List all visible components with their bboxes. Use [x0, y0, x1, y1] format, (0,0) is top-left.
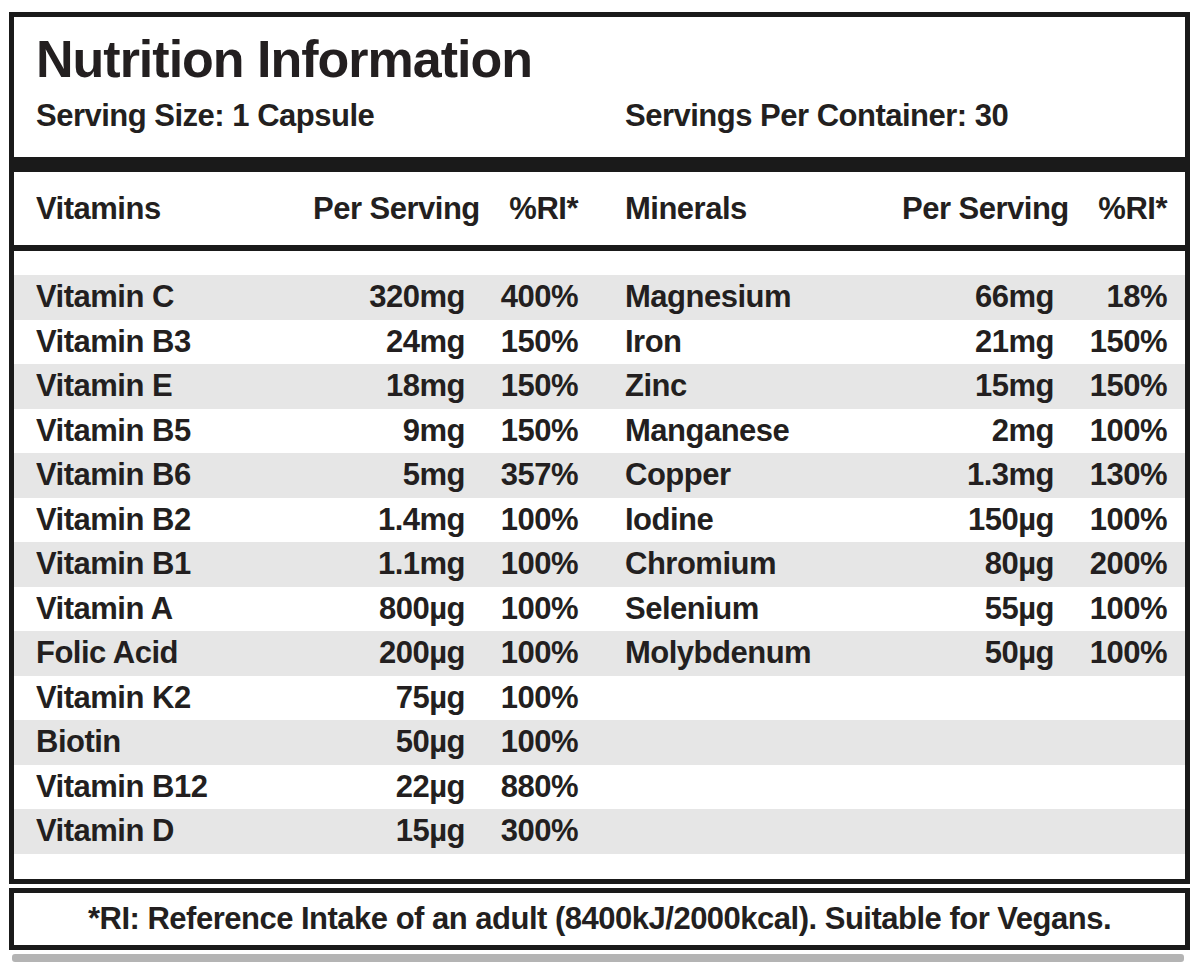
vitamin-name-cell: Biotin	[36, 724, 313, 760]
footnote-text: *RI: Reference Intake of an adult (8400k…	[88, 901, 1111, 937]
vitamin-ri-cell: 880%	[465, 769, 578, 805]
mineral-ri-cell: 18%	[1054, 279, 1167, 315]
vitamin-name-cell: Vitamin B2	[36, 502, 313, 538]
minerals-ri-header: %RI*	[1054, 191, 1167, 227]
vitamin-amount-cell: 320mg	[313, 279, 465, 315]
thin-divider-rule	[14, 245, 1185, 251]
table-row: Vitamin E 18mg 150% Zinc 15mg 150%	[14, 364, 1185, 409]
mineral-ri-cell: 100%	[1054, 413, 1167, 449]
minerals-per-serving-header: Per Serving	[902, 191, 1054, 227]
nutrition-label-panel: Nutrition Information Serving Size: 1 Ca…	[9, 12, 1190, 884]
vitamin-name-cell: Vitamin D	[36, 813, 313, 849]
mineral-amount-cell: 80µg	[902, 546, 1054, 582]
mineral-amount-cell: 1.3mg	[902, 457, 1054, 493]
table-row: Vitamin A 800µg 100% Selenium 55µg 100%	[14, 587, 1185, 632]
vitamin-name-cell: Vitamin K2	[36, 680, 313, 716]
mineral-amount-cell: 2mg	[902, 413, 1054, 449]
vitamin-name-cell: Vitamin B5	[36, 413, 313, 449]
mineral-name-cell: Iron	[625, 324, 902, 360]
vitamin-amount-cell: 18mg	[313, 368, 465, 404]
vitamin-amount-cell: 1.1mg	[313, 546, 465, 582]
vitamins-per-serving-header: Per Serving	[313, 191, 465, 227]
footnote-panel: *RI: Reference Intake of an adult (8400k…	[9, 888, 1190, 950]
vitamin-ri-cell: 100%	[465, 635, 578, 671]
vitamin-amount-cell: 75µg	[313, 680, 465, 716]
mineral-name-cell: Iodine	[625, 502, 902, 538]
table-row: Vitamin B12 22µg 880%	[14, 765, 1185, 810]
mineral-name-cell: Copper	[625, 457, 902, 493]
vitamin-name-cell: Vitamin B3	[36, 324, 313, 360]
vitamin-amount-cell: 800µg	[313, 591, 465, 627]
vitamin-ri-cell: 400%	[465, 279, 578, 315]
mineral-amount-cell: 66mg	[902, 279, 1054, 315]
vitamin-ri-cell: 150%	[465, 368, 578, 404]
vitamin-name-cell: Vitamin C	[36, 279, 313, 315]
vitamin-name-cell: Vitamin B1	[36, 546, 313, 582]
minerals-column-header: Minerals	[625, 191, 902, 227]
vitamin-amount-cell: 5mg	[313, 457, 465, 493]
table-row: Vitamin C 320mg 400% Magnesium 66mg 18%	[14, 275, 1185, 320]
torn-paper-edge	[12, 954, 1184, 962]
mineral-name-cell: Zinc	[625, 368, 902, 404]
vitamin-name-cell: Vitamin A	[36, 591, 313, 627]
mineral-name-cell: Chromium	[625, 546, 902, 582]
mineral-amount-cell: 15mg	[902, 368, 1054, 404]
mineral-ri-cell: 100%	[1054, 502, 1167, 538]
vitamin-name-cell: Vitamin B6	[36, 457, 313, 493]
mineral-ri-cell: 100%	[1054, 591, 1167, 627]
serving-info-spacer	[578, 98, 625, 134]
page-title: Nutrition Information	[36, 31, 1167, 88]
mineral-name-cell: Selenium	[625, 591, 902, 627]
vitamin-ri-cell: 150%	[465, 324, 578, 360]
thick-divider-rule	[14, 157, 1185, 172]
vitamins-column-header: Vitamins	[36, 191, 313, 227]
mineral-ri-cell: 150%	[1054, 324, 1167, 360]
table-row: Vitamin B1 1.1mg 100% Chromium 80µg 200%	[14, 542, 1185, 587]
mineral-amount-cell: 55µg	[902, 591, 1054, 627]
table-row: Vitamin D 15µg 300%	[14, 809, 1185, 854]
vitamin-ri-cell: 100%	[465, 546, 578, 582]
table-row: Vitamin B6 5mg 357% Copper 1.3mg 130%	[14, 453, 1185, 498]
vitamin-amount-cell: 9mg	[313, 413, 465, 449]
vitamin-ri-cell: 150%	[465, 413, 578, 449]
vitamin-ri-cell: 100%	[465, 724, 578, 760]
mineral-name-cell: Molybdenum	[625, 635, 902, 671]
mineral-ri-cell: 100%	[1054, 635, 1167, 671]
vitamin-amount-cell: 200µg	[313, 635, 465, 671]
mineral-amount-cell: 150µg	[902, 502, 1054, 538]
mineral-amount-cell: 50µg	[902, 635, 1054, 671]
vitamin-ri-cell: 100%	[465, 680, 578, 716]
serving-size-text: Serving Size: 1 Capsule	[36, 98, 578, 134]
servings-per-container-text: Servings Per Container: 30	[625, 98, 1167, 134]
mineral-ri-cell: 130%	[1054, 457, 1167, 493]
vitamin-name-cell: Vitamin E	[36, 368, 313, 404]
vitamin-amount-cell: 1.4mg	[313, 502, 465, 538]
vitamin-amount-cell: 15µg	[313, 813, 465, 849]
vitamin-name-cell: Vitamin B12	[36, 769, 313, 805]
mineral-ri-cell: 200%	[1054, 546, 1167, 582]
mineral-name-cell: Magnesium	[625, 279, 902, 315]
nutrition-label-page: { "label": { "title": "Nutrition Informa…	[0, 0, 1200, 963]
vitamin-ri-cell: 100%	[465, 591, 578, 627]
table-row: Vitamin B5 9mg 150% Manganese 2mg 100%	[14, 409, 1185, 454]
table-row: Vitamin B2 1.4mg 100% Iodine 150µg 100%	[14, 498, 1185, 543]
table-row: Vitamin B3 24mg 150% Iron 21mg 150%	[14, 320, 1185, 365]
table-row: Folic Acid 200µg 100% Molybdenum 50µg 10…	[14, 631, 1185, 676]
vitamin-amount-cell: 50µg	[313, 724, 465, 760]
mineral-ri-cell: 150%	[1054, 368, 1167, 404]
vitamin-name-cell: Folic Acid	[36, 635, 313, 671]
table-header-row: Vitamins Per Serving %RI* Minerals Per S…	[36, 172, 1167, 245]
table-row: Vitamin K2 75µg 100%	[14, 676, 1185, 721]
mineral-name-cell: Manganese	[625, 413, 902, 449]
mineral-amount-cell: 21mg	[902, 324, 1054, 360]
vitamin-amount-cell: 22µg	[313, 769, 465, 805]
nutrition-table-body: Vitamin C 320mg 400% Magnesium 66mg 18% …	[36, 275, 1167, 854]
vitamins-ri-header: %RI*	[465, 191, 578, 227]
vitamin-ri-cell: 357%	[465, 457, 578, 493]
vitamin-ri-cell: 100%	[465, 502, 578, 538]
vitamin-ri-cell: 300%	[465, 813, 578, 849]
vitamin-amount-cell: 24mg	[313, 324, 465, 360]
table-row: Biotin 50µg 100%	[14, 720, 1185, 765]
serving-info-row: Serving Size: 1 Capsule Servings Per Con…	[36, 98, 1167, 134]
